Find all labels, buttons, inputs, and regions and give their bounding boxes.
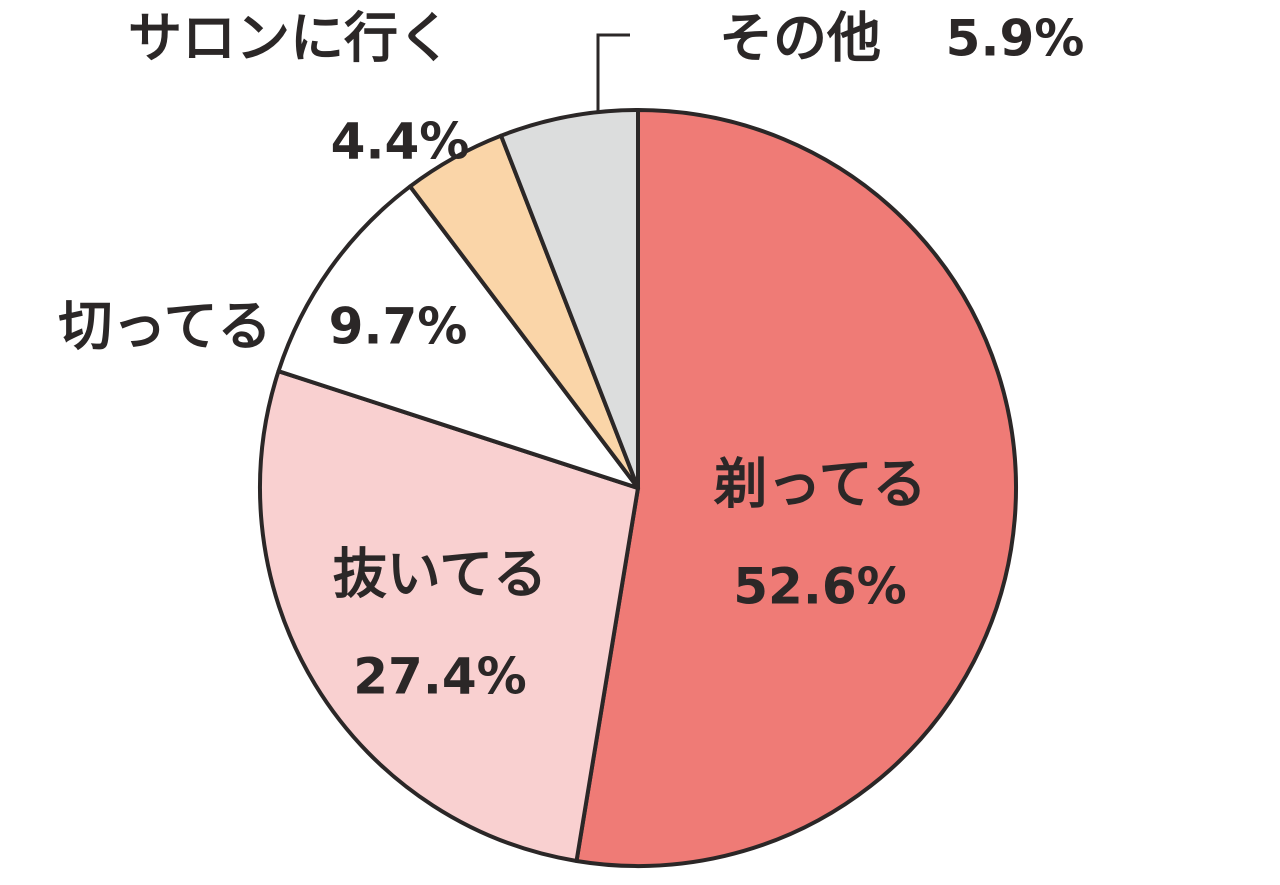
- value-label: 27.4%: [353, 648, 526, 706]
- category-label: その他: [719, 7, 881, 70]
- category-label: 抜いてる: [333, 543, 547, 606]
- value-label: 52.6%: [733, 558, 906, 616]
- category-label: サロンに行く: [128, 7, 452, 70]
- pie-slice: [276, 184, 640, 490]
- value-label: 4.4%: [331, 113, 470, 171]
- pie-slice: [499, 108, 640, 490]
- value-label: 9.7%: [329, 298, 468, 356]
- category-label: 切ってる: [58, 295, 271, 358]
- pie-slice: [574, 108, 1018, 868]
- pie-slice: [258, 369, 640, 863]
- category-label: 剃ってる: [713, 453, 926, 516]
- value-label: 5.9%: [946, 10, 1085, 68]
